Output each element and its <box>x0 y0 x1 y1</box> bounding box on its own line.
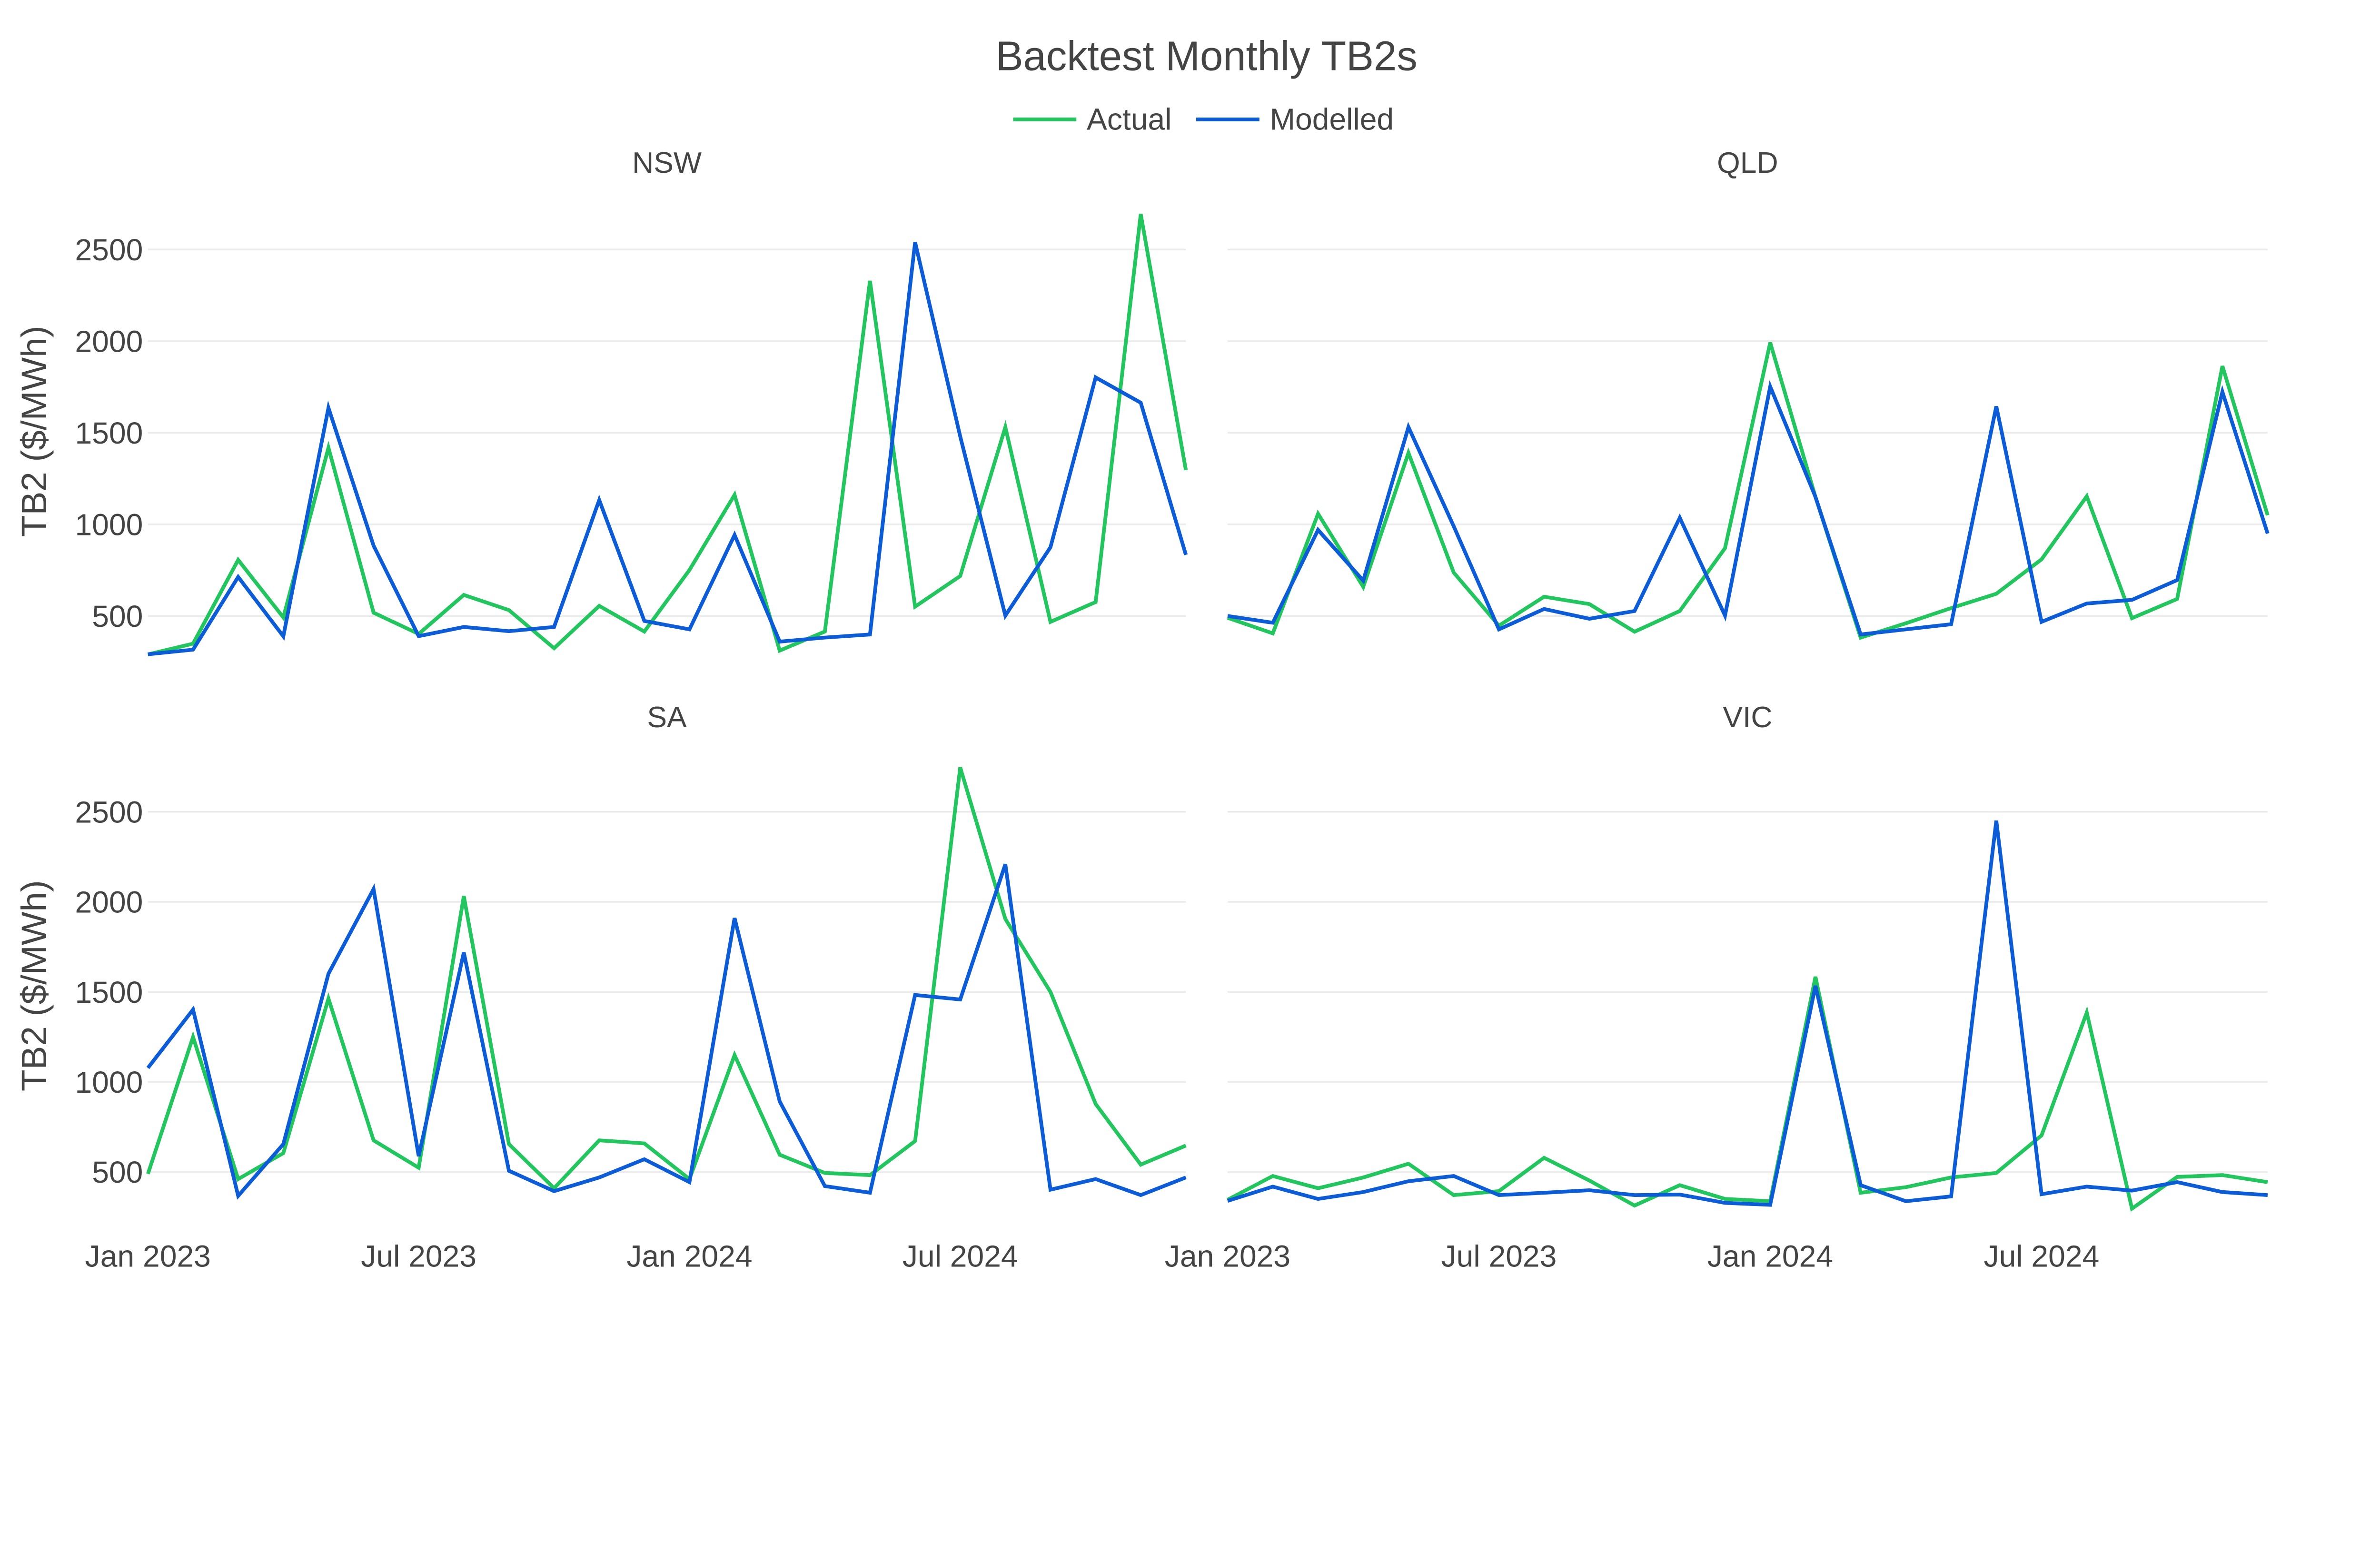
panel-title: NSW <box>632 146 702 179</box>
x-tick-label: Jan 2024 <box>1707 1239 1833 1273</box>
y-tick-label: 1500 <box>75 975 143 1009</box>
series-line-modelled <box>148 242 1188 656</box>
y-tick-label: 2500 <box>75 795 143 829</box>
panels: NSW 500 1000 1500 2000 2500 TB2 ($/MWh) QLD SA 50… <box>14 146 2270 1273</box>
y-tick-label: 500 <box>92 599 143 633</box>
panel-title: SA <box>647 701 687 734</box>
chart-title: Backtest Monthly TB2s <box>996 33 1418 79</box>
y-tick-label: 2000 <box>75 885 143 919</box>
legend-label-modelled[interactable]: Modelled <box>1270 102 1394 137</box>
series-line-modelled <box>146 863 1187 1200</box>
legend-label-actual[interactable]: Actual <box>1087 102 1171 137</box>
y-tick-label: 2000 <box>75 324 143 358</box>
series-line-actual <box>1227 342 2270 640</box>
x-tick-label: Jul 2023 <box>361 1239 476 1273</box>
y-tick-label: 1000 <box>75 507 143 542</box>
y-tick-label: 500 <box>92 1155 143 1189</box>
y-tick-label: 1500 <box>75 416 143 450</box>
y-tick-label: 2500 <box>75 233 143 267</box>
series-line-actual <box>1227 976 2268 1212</box>
series-line-modelled <box>1227 820 2268 1207</box>
panel-nsw: NSW 500 1000 1500 2000 2500 TB2 ($/MWh) <box>14 146 1188 656</box>
y-tick-label: 1000 <box>75 1065 143 1099</box>
x-tick-label: Jul 2023 <box>1441 1239 1557 1273</box>
x-tick-label: Jul 2024 <box>902 1239 1018 1273</box>
chart: Backtest Monthly TB2s Actual Modelled NS… <box>14 33 2270 1273</box>
series-line-actual <box>147 213 1188 656</box>
panel-qld: QLD <box>1227 146 2270 640</box>
panel-vic: VIC Jan 2023 Jul 2023 Jan 2024 Jul 2024 <box>1165 701 2268 1273</box>
x-tick-label: Jan 2023 <box>85 1239 211 1273</box>
x-tick-label: Jan 2023 <box>1165 1239 1290 1273</box>
y-axis-title: TB2 ($/MWh) <box>14 880 54 1091</box>
y-axis-title: TB2 ($/MWh) <box>14 326 54 537</box>
x-tick-label: Jan 2024 <box>626 1239 752 1273</box>
panel-title: QLD <box>1717 146 1778 179</box>
legend[interactable]: Actual Modelled <box>1013 102 1394 137</box>
series-line-actual <box>146 767 1187 1191</box>
x-tick-label: Jul 2024 <box>1984 1239 2100 1273</box>
panel-sa: SA 500 1000 1500 2000 2500 TB2 ($/MWh) Jan 2023… <box>14 701 1187 1273</box>
panel-title: VIC <box>1723 701 1772 734</box>
series-line-modelled <box>1227 380 2270 637</box>
